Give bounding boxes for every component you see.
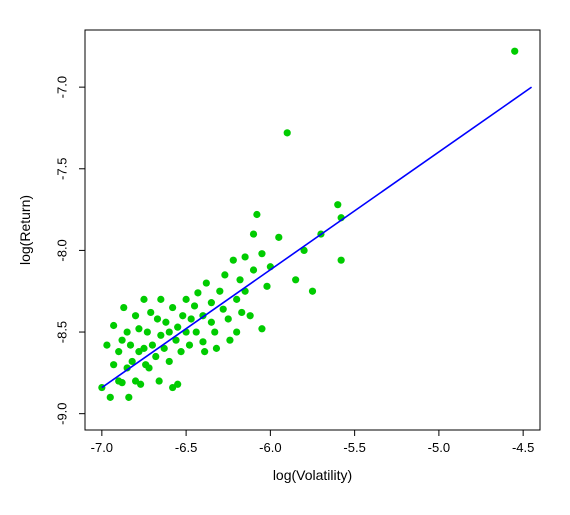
data-point — [250, 266, 257, 273]
x-tick-label: -4.5 — [512, 440, 534, 455]
data-point — [144, 328, 151, 335]
x-axis-title: log(Volatility) — [273, 467, 352, 483]
data-point — [120, 304, 127, 311]
data-point — [124, 328, 131, 335]
data-point — [157, 332, 164, 339]
data-point — [292, 276, 299, 283]
data-point — [169, 304, 176, 311]
data-point — [107, 394, 114, 401]
data-point — [154, 315, 161, 322]
data-point — [203, 279, 210, 286]
data-point — [230, 257, 237, 264]
data-point — [103, 342, 110, 349]
data-point — [186, 342, 193, 349]
data-point — [250, 230, 257, 237]
data-point — [194, 289, 201, 296]
data-point — [511, 48, 518, 55]
y-tick-label: -8.0 — [54, 239, 69, 261]
data-point — [226, 337, 233, 344]
chart-svg: -7.0 -6.5 -6.0 -5.5 -5.0 -4.5 -9.0 -8.5 -8.0 -7.5… — [0, 0, 570, 515]
data-point — [309, 288, 316, 295]
data-point — [238, 309, 245, 316]
y-tick-label: -7.5 — [54, 158, 69, 180]
data-point — [220, 306, 227, 313]
data-point — [166, 358, 173, 365]
data-point — [156, 377, 163, 384]
data-point — [208, 299, 215, 306]
data-point — [263, 283, 270, 290]
data-point — [140, 296, 147, 303]
data-point — [157, 296, 164, 303]
data-point — [110, 361, 117, 368]
data-point — [145, 364, 152, 371]
data-point — [118, 337, 125, 344]
data-point — [253, 211, 260, 218]
data-point — [199, 338, 206, 345]
data-point — [162, 319, 169, 326]
x-tick-label: -6.5 — [175, 440, 197, 455]
data-point — [221, 271, 228, 278]
data-point — [147, 309, 154, 316]
data-point — [118, 379, 125, 386]
x-tick-label: -6.0 — [259, 440, 281, 455]
x-tick-label: -5.5 — [343, 440, 365, 455]
data-point — [233, 328, 240, 335]
data-point — [193, 328, 200, 335]
data-point — [183, 296, 190, 303]
data-point — [213, 345, 220, 352]
data-point — [241, 253, 248, 260]
data-point — [236, 276, 243, 283]
data-point — [211, 328, 218, 335]
data-point — [174, 381, 181, 388]
data-point — [208, 319, 215, 326]
y-tick-label: -9.0 — [54, 402, 69, 424]
y-tick-label: -7.0 — [54, 76, 69, 98]
scatter-chart: -7.0 -6.5 -6.0 -5.5 -5.0 -4.5 -9.0 -8.5 -8.0 -7.5… — [0, 0, 570, 515]
y-tick-label: -8.5 — [54, 321, 69, 343]
data-point — [216, 288, 223, 295]
data-point — [275, 234, 282, 241]
data-point — [115, 348, 122, 355]
data-point — [201, 348, 208, 355]
data-point — [334, 201, 341, 208]
data-point — [137, 381, 144, 388]
data-point — [191, 302, 198, 309]
data-point — [233, 296, 240, 303]
data-point — [177, 348, 184, 355]
data-point — [132, 312, 139, 319]
data-point — [125, 394, 132, 401]
data-point — [135, 325, 142, 332]
data-point — [127, 342, 134, 349]
data-point — [174, 324, 181, 331]
data-point — [284, 129, 291, 136]
x-tick-label: -5.0 — [428, 440, 450, 455]
data-point — [258, 325, 265, 332]
y-axis-title: log(Return) — [17, 195, 33, 265]
data-point — [140, 345, 147, 352]
data-point — [247, 312, 254, 319]
data-point — [225, 315, 232, 322]
data-point — [166, 328, 173, 335]
x-tick-label: -7.0 — [91, 440, 113, 455]
data-point — [179, 312, 186, 319]
data-point — [110, 322, 117, 329]
data-point — [152, 353, 159, 360]
data-point — [188, 315, 195, 322]
data-point — [338, 257, 345, 264]
data-point — [149, 342, 156, 349]
data-point — [258, 250, 265, 257]
